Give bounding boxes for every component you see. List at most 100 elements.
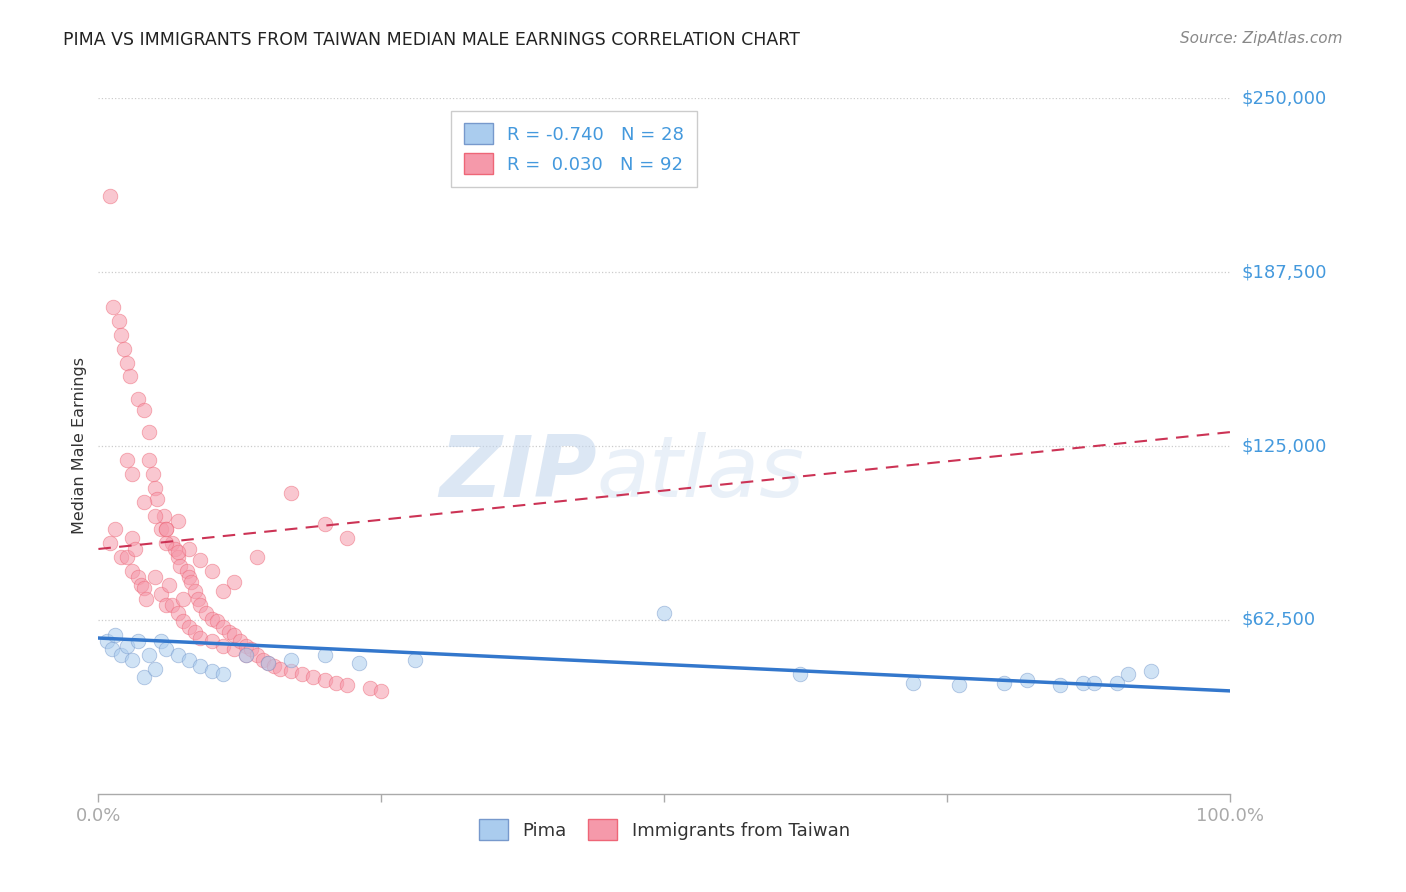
- Point: [132, 581, 155, 595]
- Point: [120, 369, 142, 384]
- Point: [165, 541, 187, 556]
- Point: [127, 633, 149, 648]
- Point: [149, 633, 172, 648]
- Point: [246, 648, 269, 662]
- Point: [235, 648, 257, 662]
- Point: [132, 402, 155, 417]
- Point: [1071, 675, 1094, 690]
- Point: [127, 392, 149, 406]
- Point: [1083, 675, 1105, 690]
- Point: [224, 628, 246, 642]
- Point: [157, 578, 180, 592]
- Point: [235, 648, 257, 662]
- Point: [246, 550, 269, 565]
- Point: [155, 523, 177, 537]
- Point: [212, 583, 235, 598]
- Point: [187, 592, 209, 607]
- Point: [263, 658, 285, 673]
- Point: [1140, 665, 1163, 679]
- Point: [138, 425, 160, 439]
- Point: [143, 662, 166, 676]
- Point: [166, 550, 188, 565]
- Point: [336, 678, 359, 692]
- Point: [269, 662, 291, 676]
- Point: [194, 606, 217, 620]
- Point: [132, 670, 155, 684]
- Point: [114, 342, 136, 356]
- Y-axis label: Median Male Earnings: Median Male Earnings: [72, 358, 87, 534]
- Point: [177, 541, 200, 556]
- Point: [183, 625, 205, 640]
- Point: [948, 678, 970, 692]
- Point: [149, 523, 172, 537]
- Point: [172, 592, 194, 607]
- Point: [302, 670, 325, 684]
- Point: [121, 467, 143, 481]
- Point: [1049, 678, 1071, 692]
- Point: [98, 188, 121, 202]
- Point: [138, 648, 160, 662]
- Point: [107, 314, 129, 328]
- Text: Source: ZipAtlas.com: Source: ZipAtlas.com: [1180, 31, 1343, 46]
- Point: [188, 631, 211, 645]
- Point: [1118, 667, 1140, 681]
- Point: [131, 578, 153, 592]
- Point: [124, 541, 146, 556]
- Text: atlas: atlas: [596, 433, 804, 516]
- Text: PIMA VS IMMIGRANTS FROM TAIWAN MEDIAN MALE EARNINGS CORRELATION CHART: PIMA VS IMMIGRANTS FROM TAIWAN MEDIAN MA…: [63, 31, 800, 49]
- Point: [314, 648, 336, 662]
- Legend: Pima, Immigrants from Taiwan: Pima, Immigrants from Taiwan: [472, 813, 856, 847]
- Point: [143, 508, 166, 523]
- Text: $62,500: $62,500: [1241, 611, 1316, 629]
- Point: [257, 656, 280, 670]
- Point: [110, 550, 132, 565]
- Point: [188, 598, 211, 612]
- Point: [314, 516, 336, 531]
- Point: [252, 653, 274, 667]
- Point: [166, 514, 188, 528]
- Text: $250,000: $250,000: [1241, 89, 1327, 107]
- Point: [1015, 673, 1038, 687]
- Point: [280, 486, 302, 500]
- Point: [314, 673, 336, 687]
- Point: [212, 667, 235, 681]
- Point: [96, 633, 118, 648]
- Point: [166, 545, 188, 559]
- Point: [280, 665, 302, 679]
- Point: [188, 553, 211, 567]
- Point: [201, 665, 224, 679]
- Point: [101, 300, 124, 314]
- Point: [153, 508, 176, 523]
- Point: [235, 640, 257, 654]
- Point: [110, 327, 132, 342]
- Point: [160, 536, 183, 550]
- Point: [652, 606, 676, 620]
- Point: [240, 642, 263, 657]
- Point: [166, 648, 188, 662]
- Text: ZIP: ZIP: [439, 433, 596, 516]
- Point: [115, 453, 138, 467]
- Point: [155, 523, 177, 537]
- Point: [160, 598, 183, 612]
- Point: [291, 667, 314, 681]
- Point: [347, 656, 370, 670]
- Point: [143, 570, 166, 584]
- Point: [138, 453, 160, 467]
- Point: [207, 615, 229, 629]
- Point: [224, 642, 246, 657]
- Point: [993, 675, 1015, 690]
- Point: [110, 648, 132, 662]
- Point: [104, 628, 127, 642]
- Point: [121, 564, 143, 578]
- Point: [155, 642, 177, 657]
- Point: [183, 583, 205, 598]
- Point: [201, 611, 224, 625]
- Point: [101, 642, 124, 657]
- Point: [177, 570, 200, 584]
- Point: [789, 667, 811, 681]
- Point: [127, 570, 149, 584]
- Point: [218, 625, 240, 640]
- Point: [229, 633, 252, 648]
- Point: [201, 564, 224, 578]
- Text: $187,500: $187,500: [1241, 263, 1327, 281]
